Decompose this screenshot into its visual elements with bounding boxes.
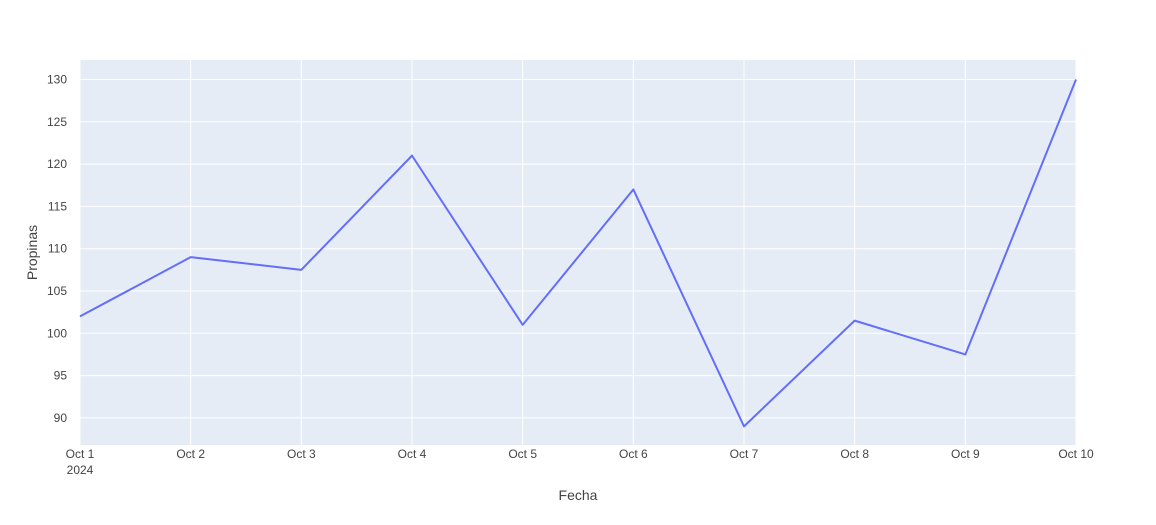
x-tick-year-label: 2024 <box>67 463 94 477</box>
x-tick-label: Oct 6 <box>619 447 648 461</box>
y-tick-label: 115 <box>48 199 67 213</box>
x-tick-label: Oct 7 <box>730 447 759 461</box>
y-tick-label: 130 <box>47 72 67 86</box>
series-line <box>79 79 1077 428</box>
x-tick-label: Oct 8 <box>840 447 869 461</box>
x-tick-label: Oct 1 <box>66 447 95 461</box>
grid-lines <box>79 60 1077 445</box>
plot-background <box>80 60 1076 445</box>
x-axis-ticks: Oct 1 2024 Oct 2 Oct 3 Oct 4 Oct 5 Oct 6 Oct 7 O… <box>66 447 1094 477</box>
x-tick-label: Oct 5 <box>508 447 537 461</box>
x-tick-label: Oct 3 <box>287 447 316 461</box>
x-tick-label: Oct 2 <box>176 447 205 461</box>
y-axis-ticks: 90 95 100 105 110 115 120 125 130 <box>47 72 67 424</box>
y-tick-label: 110 <box>48 242 67 256</box>
y-tick-label: 100 <box>47 326 67 340</box>
series-layer <box>79 79 1077 428</box>
x-tick-label: Oct 10 <box>1058 447 1094 461</box>
y-tick-label: 120 <box>47 157 67 171</box>
x-tick-label: Oct 4 <box>398 447 427 461</box>
y-tick-label: 125 <box>47 115 67 129</box>
y-tick-label: 90 <box>54 411 68 425</box>
y-axis-title: Propinas <box>24 225 40 280</box>
x-tick-label: Oct 9 <box>951 447 980 461</box>
y-tick-label: 95 <box>54 369 68 383</box>
y-tick-label: 105 <box>47 284 67 298</box>
x-axis-title: Fecha <box>559 487 598 503</box>
